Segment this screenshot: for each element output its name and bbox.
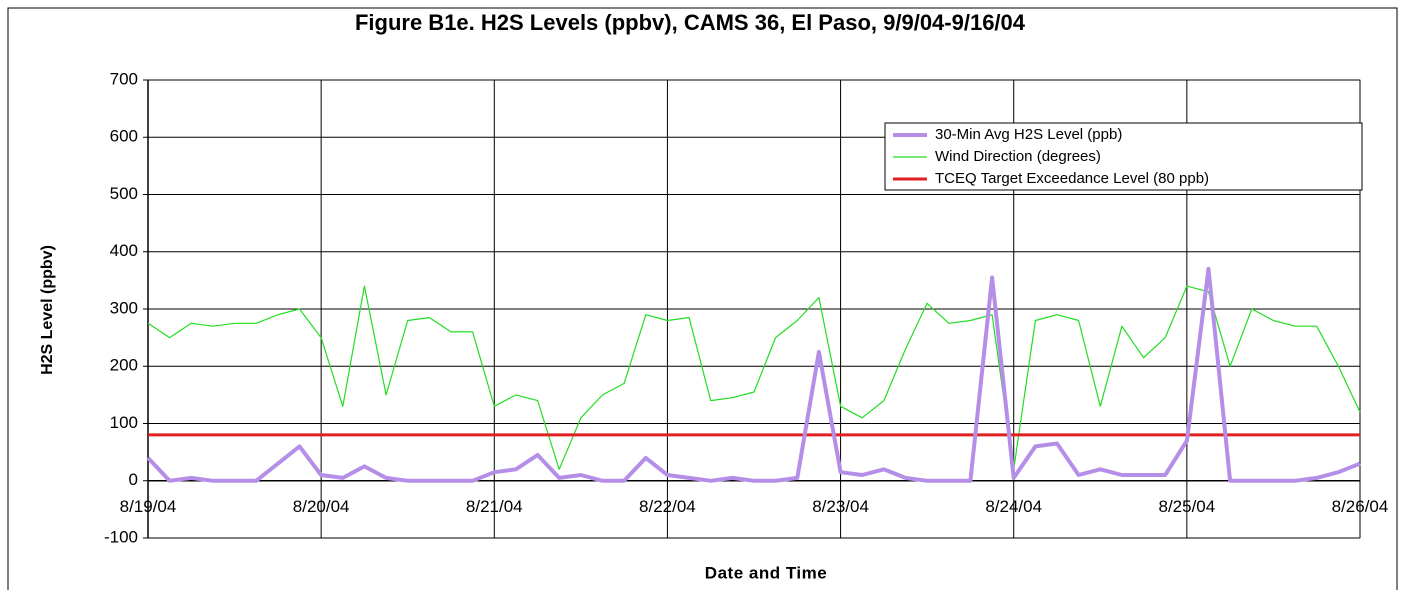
- legend-label: TCEQ Target Exceedance Level (80 ppb): [935, 170, 1209, 187]
- legend-label: 30-Min Avg H2S Level (ppb): [935, 126, 1122, 143]
- y-axis-label: H2S Level (ppbv): [39, 245, 56, 375]
- x-tick-label: 8/24/04: [985, 497, 1042, 516]
- x-tick-label: 8/26/04: [1332, 497, 1389, 516]
- legend-box: [884, 122, 1363, 191]
- y-tick-label: -100: [104, 527, 138, 546]
- series-line: [146, 266, 1361, 483]
- y-tick-label: 200: [110, 356, 138, 375]
- chart-frame: [7, 7, 1398, 590]
- x-tick-label: 8/21/04: [466, 497, 523, 516]
- x-tick-label: 8/20/04: [293, 497, 350, 516]
- x-tick-label: 8/25/04: [1158, 497, 1215, 516]
- x-axis-label: Date and Time: [705, 563, 827, 582]
- chart-title: Figure B1e. H2S Levels (ppbv), CAMS 36, …: [355, 10, 1026, 35]
- series-line: [147, 285, 1361, 470]
- y-tick-label: 700: [110, 69, 138, 88]
- y-tick-label: 500: [110, 184, 138, 203]
- x-tick-label: 8/22/04: [639, 497, 696, 516]
- y-tick-label: 300: [110, 298, 138, 317]
- y-tick-label: 100: [110, 413, 138, 432]
- y-tick-label: 0: [129, 470, 138, 489]
- y-tick-label: 400: [110, 241, 138, 260]
- x-tick-label: 8/23/04: [812, 497, 869, 516]
- legend-label: Wind Direction (degrees): [935, 148, 1101, 165]
- y-tick-label: 600: [110, 127, 138, 146]
